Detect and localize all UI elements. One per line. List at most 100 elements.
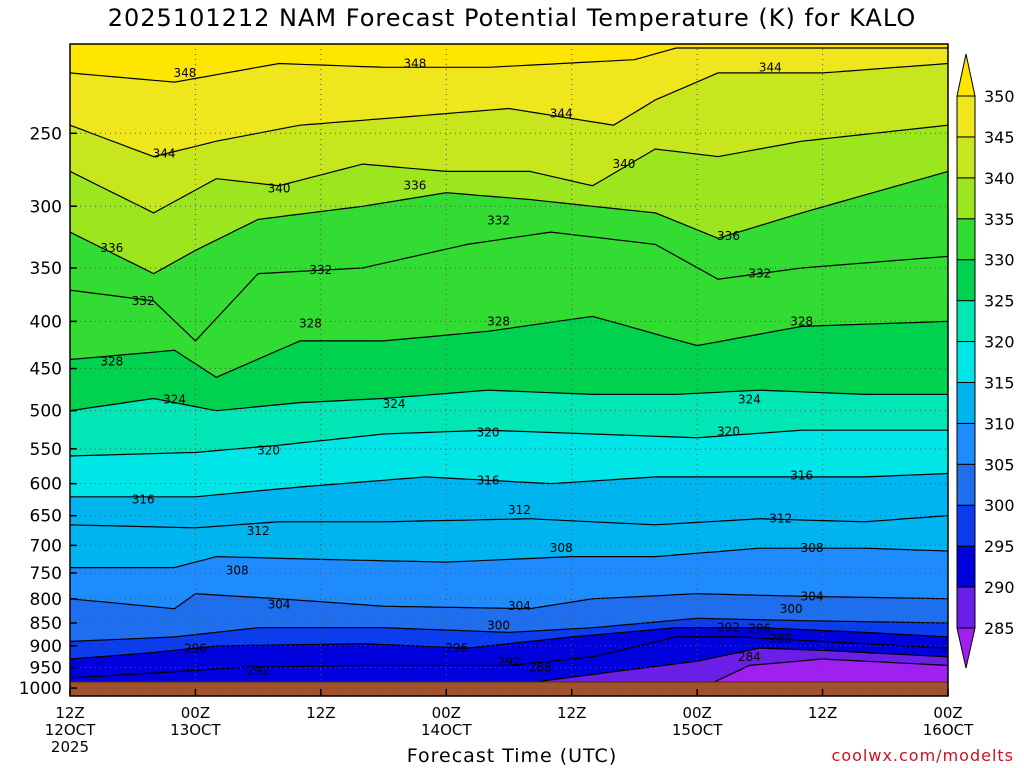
y-tick-label: 350 [30,259,62,279]
colorbar-tick-label: 340 [984,169,1015,188]
contour-label: 316 [790,469,813,483]
colorbar-swatch [956,463,976,506]
y-tick-label: 900 [30,637,62,657]
colorbar-tick-label: 320 [984,333,1015,352]
contour-label: 348 [174,66,197,80]
colorbar-swatch [956,422,976,465]
credit-link[interactable]: coolwx.com/modelts [831,746,1014,765]
contour-label: 292 [498,655,521,669]
colorbar-swatch [956,95,976,138]
contour-label: 284 [738,650,761,664]
colorbar-swatch [956,545,976,588]
contour-label: 344 [153,147,176,161]
contour-label: 300 [487,618,510,632]
isentrope-line-324 [70,389,948,412]
colorbar-swatch [956,341,976,383]
contour-label: 340 [268,182,291,196]
colorbar-tick-label: 285 [984,619,1015,638]
isentrope-line-332 [70,231,948,342]
colorbar-bottom-arrow [956,627,976,669]
x-tick-label: 12Z [808,704,837,722]
y-tick-label: 400 [30,312,62,332]
contour-label: 312 [247,524,270,538]
contour-label: 324 [383,397,406,411]
terrain-fill [70,682,948,696]
x-tick-label: 2025 [51,738,89,756]
contour-label: 296 [184,642,207,656]
contour-label: 324 [163,392,186,406]
x-tick-label: 15OCT [672,721,723,739]
contour-label: 288 [529,661,552,675]
x-tick-label: 12OCT [45,721,96,739]
chart-title: 2025101212 NAM Forecast Potential Temper… [107,4,917,32]
isentrope-line-308 [70,547,948,569]
isentrope-line-344 [70,62,948,158]
x-tick-label: 00Z [181,704,210,722]
contour-label: 336 [717,229,740,243]
x-tick-label: 12Z [306,704,335,722]
contour-label: 300 [780,602,803,616]
isentrope-line-348 [70,47,948,83]
contour-label: 344 [759,60,782,74]
colorbar-tick-label: 345 [984,128,1015,147]
x-tick-label: 12Z [557,704,586,722]
y-tick-label: 650 [30,507,62,527]
contour-label: 308 [550,541,573,555]
colorbar-swatch [956,300,976,343]
fill-band [70,593,948,642]
fill-band [70,430,948,497]
colorbar-swatch [956,136,976,179]
contour-label: 336 [100,241,123,255]
x-tick-label: 00Z [933,704,962,722]
fill-band [70,473,948,528]
contour-label: 328 [487,314,510,328]
contour-label: 332 [748,267,771,281]
contour-label: 304 [801,589,824,603]
contour-label: 320 [477,425,500,439]
y-tick-label: 1000 [19,679,62,699]
y-tick-label: 300 [30,197,62,217]
x-tick-label: 14OCT [421,721,472,739]
colorbar-top-arrow [956,53,976,97]
plot-frame [69,43,949,697]
contour-label: 292 [717,621,740,635]
isentrope-line-292 [70,636,948,679]
fill-band [70,232,948,378]
y-tick-label: 550 [30,440,62,460]
fill-band [70,636,948,696]
colorbar-tick-label: 295 [984,537,1015,556]
isentrope-line-296 [70,627,948,660]
contour-label: 328 [299,316,322,330]
colorbar-tick-label: 310 [984,414,1015,433]
colorbar-swatch [956,218,976,261]
isentrope-line-300 [70,617,948,642]
isentrope-line-320 [70,429,948,457]
x-tick-label: 13OCT [170,721,221,739]
contour-label: 340 [613,157,636,171]
fill-band [70,515,948,568]
y-tick-label: 700 [30,536,62,556]
y-tick-label: 800 [30,590,62,610]
colorbar-tick-label: 315 [984,373,1015,392]
contour-label: 328 [100,354,123,368]
y-tick-label: 250 [30,124,62,144]
fill-band [70,125,948,274]
colorbar-swatch [956,381,976,424]
contour-label: 296 [445,641,468,655]
x-tick-label: 16OCT [923,721,974,739]
contour-label: 344 [550,107,573,121]
isentrope-line-336 [70,170,948,275]
fill-band [209,648,948,696]
colorbar-swatch [956,504,976,547]
contour-label: 288 [769,632,792,646]
isentrope-line-328 [70,315,948,378]
x-tick-label: 00Z [682,704,711,722]
isentrope-line-316 [70,472,948,498]
contour-label: 320 [257,443,280,457]
contour-label: 292 [247,663,270,677]
contour-label: 316 [477,473,500,487]
contour-label: 308 [801,541,824,555]
y-tick-label: 850 [30,614,62,634]
contour-label: 332 [132,294,155,308]
